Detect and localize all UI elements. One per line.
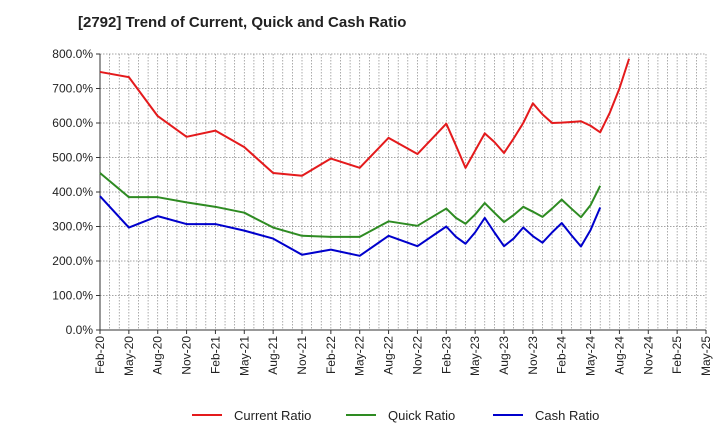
series-line-quick-ratio (99, 172, 602, 238)
y-tick-label: 200.0% (52, 254, 93, 268)
legend-label-cash-ratio: Cash Ratio (535, 408, 599, 423)
x-tick-label: Feb-25 (670, 336, 684, 374)
y-tick-label: 300.0% (52, 220, 93, 234)
x-tick-label: May-25 (699, 336, 713, 376)
x-tick-label: Nov-21 (295, 336, 309, 375)
x-tick-label: Aug-21 (266, 336, 280, 375)
y-tick-label: 0.0% (66, 323, 94, 337)
x-tick-label: May-23 (468, 336, 482, 376)
x-tick-label: Aug-23 (497, 336, 511, 375)
x-tick-label: May-24 (584, 336, 598, 376)
x-tick-label: May-20 (122, 336, 136, 376)
y-tick-label: 800.0% (52, 47, 93, 61)
x-tick-label: Aug-22 (382, 336, 396, 375)
x-tick-label: Aug-20 (151, 336, 165, 375)
series-line-cash-ratio (99, 195, 602, 257)
chart-title: [2792] Trend of Current, Quick and Cash … (78, 14, 407, 31)
legend-label-current-ratio: Current Ratio (234, 408, 311, 423)
x-tick-label: May-21 (237, 336, 251, 376)
y-tick-label: 100.0% (52, 289, 93, 303)
series-line-current-ratio (99, 58, 631, 177)
x-tick-label: Feb-20 (93, 336, 107, 374)
x-tick-label: Nov-22 (410, 336, 424, 375)
y-tick-label: 400.0% (52, 185, 93, 199)
x-tick-label: Feb-23 (439, 336, 453, 374)
x-tick-label: Aug-24 (612, 336, 626, 375)
x-tick-label: Feb-22 (324, 336, 338, 374)
y-tick-label: 600.0% (52, 116, 93, 130)
x-tick-label: Nov-23 (526, 336, 540, 375)
x-tick-label: Feb-24 (555, 336, 569, 374)
x-tick-label: May-22 (353, 336, 367, 376)
x-tick-label: Feb-21 (208, 336, 222, 374)
y-tick-label: 700.0% (52, 82, 93, 96)
x-tick-label: Nov-20 (180, 336, 194, 375)
x-tick-label: Nov-24 (641, 336, 655, 375)
legend-label-quick-ratio: Quick Ratio (388, 408, 455, 423)
y-tick-label: 500.0% (52, 151, 93, 165)
